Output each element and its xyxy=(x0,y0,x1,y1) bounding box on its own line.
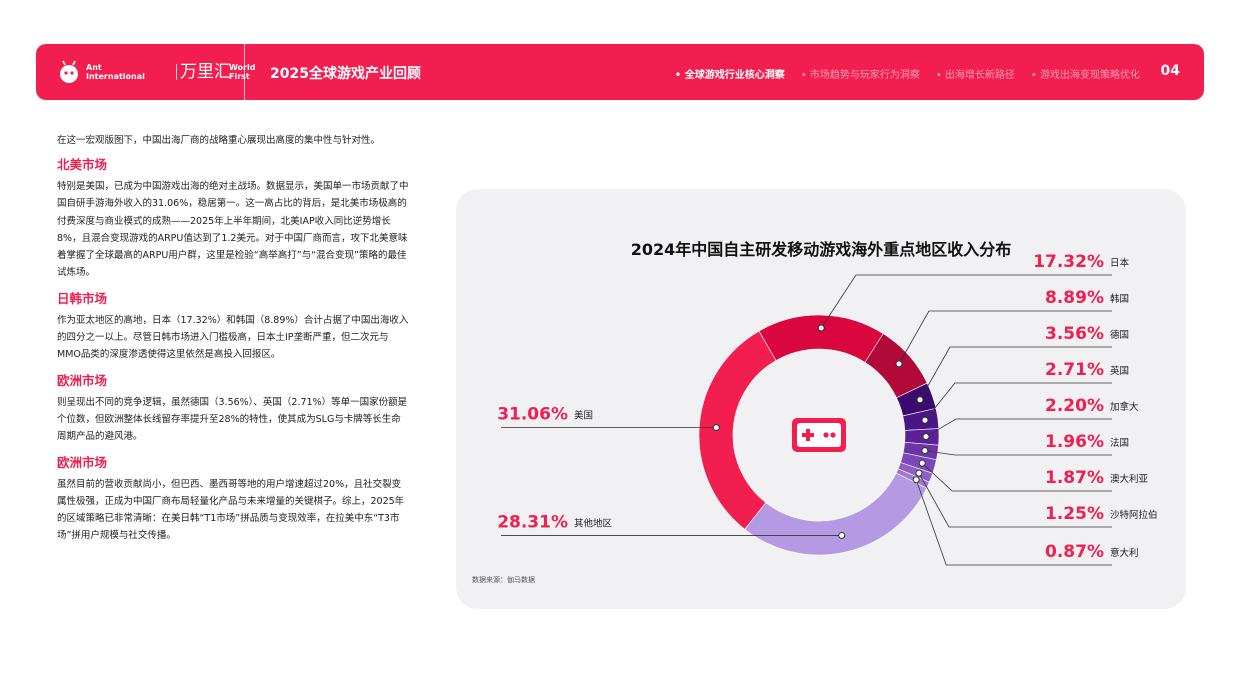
gamepad-icon xyxy=(792,418,846,452)
leader-line xyxy=(925,418,1112,438)
slice-percent-label: 1.25% xyxy=(1045,504,1104,524)
header-bar: Ant International 万里汇 World First 2025全球… xyxy=(36,44,1204,100)
slice-percent-label: 0.87% xyxy=(1045,542,1104,562)
brand-en: Ant International xyxy=(86,63,145,81)
section-nav: • 全球游戏行业核心洞察 • 市场趋势与玩家行为洞察 • 出海增长新路径 • 游… xyxy=(675,66,1140,81)
brand-cn: 万里汇 xyxy=(180,62,231,82)
section-emerging: 欧洲市场 虽然目前的营收贡献尚小，但巴西、墨西哥等地的用户增速超过20%，且社交… xyxy=(57,454,409,545)
slice-name-label: 澳大利亚 xyxy=(1110,473,1149,485)
nav-item-market-trends[interactable]: • 市场趋势与玩家行为洞察 xyxy=(800,70,920,81)
leader-line xyxy=(918,472,1112,528)
nav-item-growth-path[interactable]: • 出海增长新路径 xyxy=(935,70,1015,81)
slice-name-label: 法国 xyxy=(1110,437,1129,449)
donut-slice xyxy=(744,472,928,556)
slice-name-label: 德国 xyxy=(1110,329,1129,341)
chart-title: 2024年中国自主研发移动游戏海外重点地区收入分布 xyxy=(630,240,1012,259)
slice-name-label: 日本 xyxy=(1110,257,1130,269)
slice-name-label: 加拿大 xyxy=(1110,401,1139,413)
slice-percent-label: 2.20% xyxy=(1045,396,1104,416)
slice-percent-label: 17.32% xyxy=(1033,252,1104,272)
slice-percent-label: 28.31% xyxy=(497,512,568,532)
donut-slice xyxy=(698,330,777,530)
leader-dot xyxy=(918,459,926,467)
leader-line xyxy=(915,479,1112,566)
leader-dot xyxy=(817,324,825,332)
section-title: 欧洲市场 xyxy=(57,454,108,470)
leader-line xyxy=(919,346,1112,400)
section-body: 虽然目前的营收贡献尚小，但巴西、墨西哥等地的用户增速超过20%，且社交裂变属性极… xyxy=(57,478,405,542)
slice-name-label: 英国 xyxy=(1110,365,1129,377)
leader-line xyxy=(820,274,1112,329)
page-number: 04 xyxy=(1160,63,1180,79)
section-body: 则呈现出不同的竞争逻辑，虽然德国（3.56%）、英国（2.71%）等单一国家份额… xyxy=(57,396,408,443)
donut-slice xyxy=(758,314,884,363)
donut-chart: 17.32% 日本 8.89% 韩国 3.56% 德国 2.71% 英国 2.20% 加拿大 1.9… xyxy=(497,252,1158,566)
leader-dot xyxy=(912,476,920,484)
leader-dot xyxy=(712,424,720,432)
slice-percent-label: 1.96% xyxy=(1045,432,1104,452)
slice-percent-label: 1.87% xyxy=(1045,468,1104,488)
slice-name-label: 沙特阿拉伯 xyxy=(1110,509,1158,521)
report-title: 2025全球游戏产业回顾 xyxy=(270,66,421,82)
slice-percent-label: 31.06% xyxy=(497,405,568,425)
section-body: 特别是美国，已成为中国游戏出海的绝对主战场。数据显示，美国单一市场贡献了中国自研… xyxy=(57,181,409,279)
slice-percent-label: 2.71% xyxy=(1045,360,1104,380)
slice-name-label: 美国 xyxy=(574,410,593,422)
section-title: 日韩市场 xyxy=(57,290,108,306)
section-body: 作为亚太地区的高地，日本（17.32%）和韩国（8.89%）合计占据了中国出海收… xyxy=(57,314,409,361)
brand-world: World First xyxy=(229,63,256,81)
leader-line xyxy=(898,310,1112,365)
intro-paragraph: 在这一宏观版图下，中国出海厂商的战略重心展现出高度的集中性与针对性。 xyxy=(57,135,381,146)
nav-item-monetization[interactable]: • 游戏出海变现策略优化 xyxy=(1030,70,1140,81)
slice-name-label: 其他地区 xyxy=(574,517,613,529)
slice-percent-label: 8.89% xyxy=(1045,288,1104,308)
section-europe: 欧洲市场 则呈现出不同的竞争逻辑，虽然德国（3.56%）、英国（2.71%）等单… xyxy=(57,372,409,446)
leader-line xyxy=(921,462,1112,492)
leader-dot xyxy=(921,416,929,424)
ant-logo-icon xyxy=(60,60,78,83)
text-column: 在这一宏观版图下，中国出海厂商的战略重心展现出高度的集中性与针对性。 北美市场 … xyxy=(57,132,409,553)
nav-item-core-insights[interactable]: • 全球游戏行业核心洞察 xyxy=(674,70,785,81)
section-north-america: 北美市场 特别是美国，已成为中国游戏出海的绝对主战场。数据显示，美国单一市场贡献… xyxy=(57,156,409,282)
section-title: 北美市场 xyxy=(57,157,108,172)
leader-dot xyxy=(921,447,929,455)
section-title: 欧洲市场 xyxy=(57,372,108,388)
data-source: 数据来源：伽马数据 xyxy=(472,576,535,584)
leader-dot xyxy=(838,531,846,539)
chart-card: 2024年中国自主研发移动游戏海外重点地区收入分布 17.32% 日本 8.89% 韩… xyxy=(456,189,1186,609)
header-divider xyxy=(244,44,245,100)
slice-name-label: 韩国 xyxy=(1110,293,1129,305)
leader-line xyxy=(924,382,1112,421)
slice-percent-label: 3.56% xyxy=(1045,324,1104,344)
leader-dot xyxy=(895,360,903,368)
leader-dot xyxy=(916,396,924,404)
leader-line xyxy=(924,450,1112,456)
leader-dot xyxy=(915,469,923,477)
brand-divider xyxy=(176,64,177,80)
slice-name-label: 意大利 xyxy=(1110,547,1139,559)
section-japan-korea: 日韩市场 作为亚太地区的高地，日本（17.32%）和韩国（8.89%）合计占据了… xyxy=(57,290,409,364)
leader-dot xyxy=(922,433,930,441)
